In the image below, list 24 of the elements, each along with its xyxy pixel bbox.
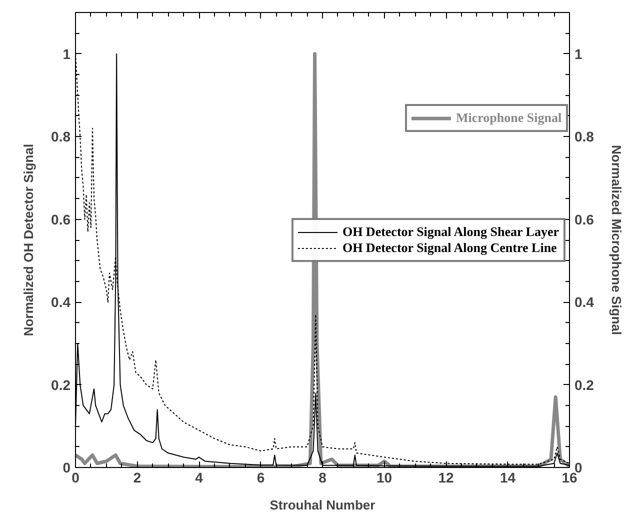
legend-label: OH Detector Signal Along Shear Layer bbox=[342, 224, 559, 240]
legend-label: Microphone Signal bbox=[456, 110, 562, 126]
y2-tick-label: 0.2 bbox=[574, 376, 594, 393]
y-axis-title: Normalized OH Detector Signal bbox=[21, 144, 36, 336]
x-tick-label: 12 bbox=[438, 470, 454, 486]
x-tick-label: 2 bbox=[133, 470, 142, 486]
y-tick-label: 0.2 bbox=[51, 376, 71, 393]
y2-tick-label: 0.8 bbox=[574, 128, 594, 145]
x-tick-label: 8 bbox=[318, 470, 327, 486]
y-tick-label: 0 bbox=[62, 460, 71, 476]
x-tick-label: 6 bbox=[256, 470, 265, 486]
y-tick-label: 0.6 bbox=[51, 211, 71, 228]
x-tick-label: 14 bbox=[500, 470, 516, 486]
x-tick-label: 4 bbox=[195, 470, 204, 486]
y-tick-label: 0.8 bbox=[51, 128, 71, 145]
y2-tick-label: 1 bbox=[574, 46, 582, 62]
y-tick-label: 0.4 bbox=[51, 294, 71, 310]
y-tick-label: 1 bbox=[62, 46, 71, 62]
y2-axis-title: Normalized Microphone Signal bbox=[608, 145, 624, 335]
x-tick-label: 10 bbox=[376, 470, 392, 486]
legend-label: OH Detector Signal Along Centre Line bbox=[342, 240, 557, 256]
y2-tick-label: 0.6 bbox=[574, 211, 594, 228]
y2-tick-label: 0.4 bbox=[574, 294, 594, 310]
x-axis-title: Strouhal Number bbox=[270, 498, 376, 512]
